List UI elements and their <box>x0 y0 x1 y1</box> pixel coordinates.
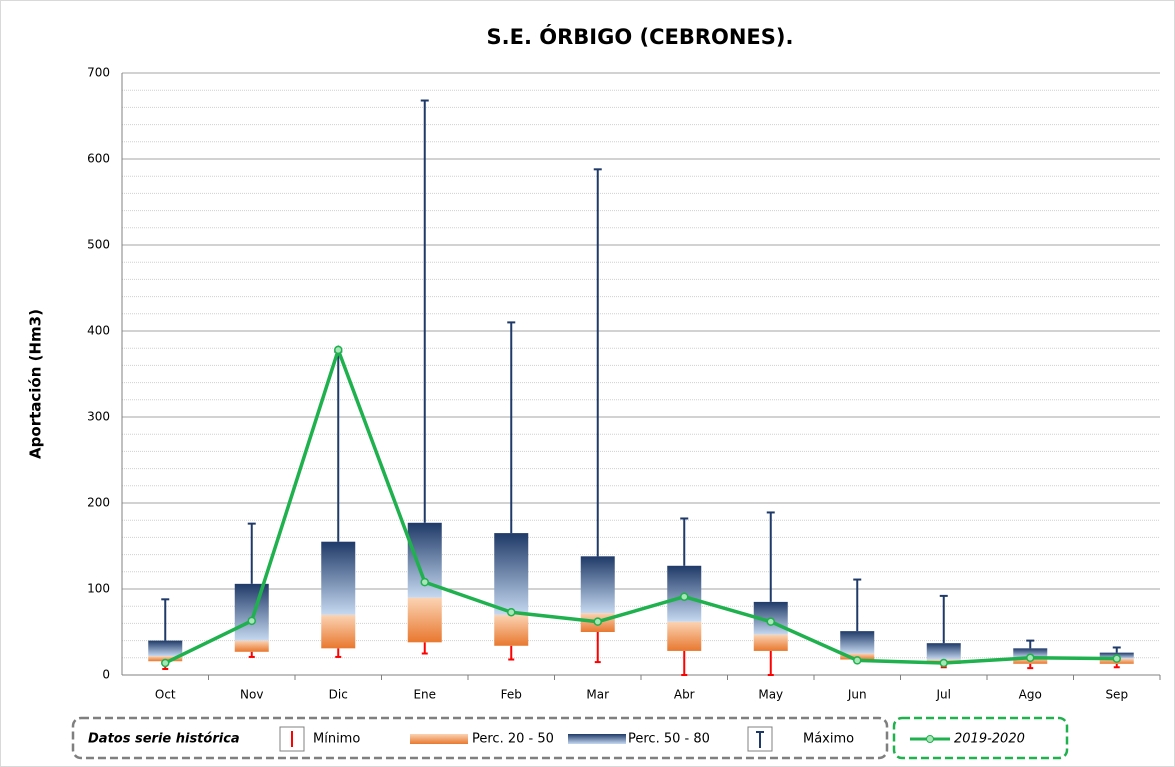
lower-box <box>407 597 442 643</box>
y-tick-label: 100 <box>87 582 110 596</box>
x-tick-label: Feb <box>501 688 522 702</box>
series-point <box>247 616 256 626</box>
legend-box <box>71 716 889 760</box>
legend-label: Máximo <box>803 732 854 747</box>
y-tick-label: 0 <box>102 668 110 682</box>
y-tick-label: 200 <box>87 496 110 510</box>
lower-box <box>234 640 269 652</box>
series-point <box>1112 654 1121 663</box>
y-tick-label: 500 <box>87 238 110 252</box>
series-point <box>420 577 429 587</box>
y-tick-label: 700 <box>87 66 110 80</box>
legend-label: Perc. 50 - 80 <box>628 732 710 747</box>
chart-title: S.E. ÓRBIGO (CEBRONES). <box>487 24 794 49</box>
y-tick-label: 600 <box>87 152 110 166</box>
series-point <box>939 658 948 668</box>
upper-box <box>148 640 183 657</box>
series-line <box>164 344 1117 665</box>
upper-box <box>1013 648 1048 658</box>
series-point <box>1026 653 1035 663</box>
x-tick-label: Jul <box>936 688 951 702</box>
upper-box <box>494 533 529 615</box>
series-point <box>593 617 602 626</box>
legend-swatch <box>410 734 468 744</box>
y-tick-label: 300 <box>87 410 110 424</box>
legend-label: Mínimo <box>313 732 360 747</box>
series-point <box>161 658 170 668</box>
x-tick-label: Nov <box>240 688 263 702</box>
upper-box <box>321 541 356 615</box>
legend-title: Datos serie histórica <box>88 732 240 747</box>
x-tick-label: Oct <box>155 688 176 702</box>
y-axis-label: Aportación (Hm3) <box>27 309 45 459</box>
lower-box <box>667 621 702 651</box>
x-tick-label: Abr <box>674 688 695 702</box>
x-tick-label: Ago <box>1019 688 1042 702</box>
lower-box <box>148 656 183 662</box>
series-point <box>334 345 343 355</box>
legend-label: 2019-2020 <box>954 732 1025 747</box>
x-tick-label: Ene <box>413 688 436 702</box>
x-tick-label: Mar <box>586 688 609 702</box>
upper-box <box>926 643 961 660</box>
legend-box <box>892 716 1069 760</box>
lower-box <box>321 614 356 649</box>
y-tick-label: 400 <box>87 324 110 338</box>
series-point <box>766 617 775 626</box>
x-tick-label: May <box>758 688 783 702</box>
lower-box <box>753 634 788 651</box>
legend-label: Perc. 20 - 50 <box>472 732 554 747</box>
series-point <box>507 607 516 617</box>
series-point <box>680 592 689 601</box>
upper-box <box>234 583 269 641</box>
legend-swatch <box>926 735 934 743</box>
legend-swatch <box>568 734 626 744</box>
lower-box <box>494 614 529 646</box>
x-tick-label: Sep <box>1105 688 1128 702</box>
series-point <box>853 656 862 665</box>
x-tick-label: Dic <box>329 688 348 702</box>
upper-box <box>840 631 875 654</box>
upper-box <box>580 556 615 614</box>
x-tick-label: Jun <box>847 688 867 702</box>
